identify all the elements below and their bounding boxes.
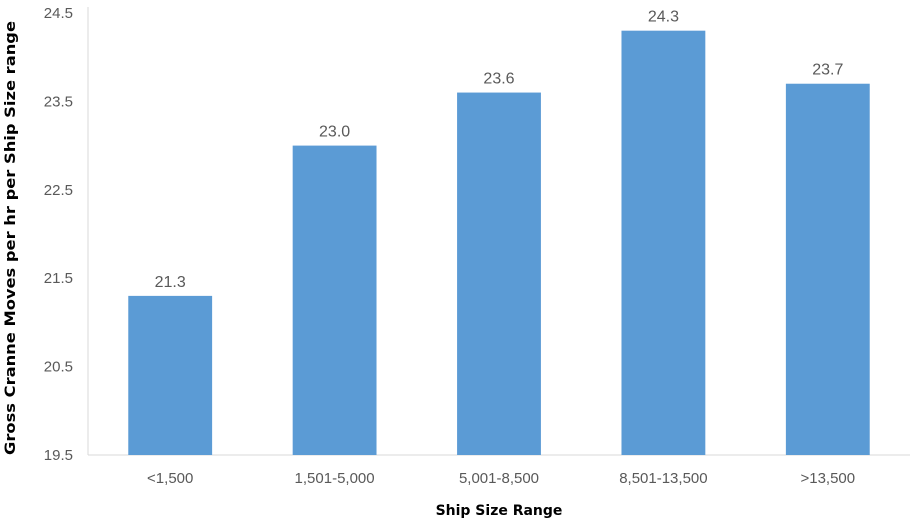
y-tick-label: 24.5 (44, 5, 73, 22)
bar (292, 145, 377, 455)
x-axis-title: Ship Size Range (436, 503, 563, 519)
y-tick-label: 23.5 (44, 93, 73, 110)
y-axis-ticks: 19.5 20.5 21.5 22.5 23.5 24.5 (44, 5, 73, 464)
bars: 21.3 23.0 23.6 24.3 23.7 (128, 9, 870, 456)
bar-value-label: 23.0 (319, 124, 350, 141)
bar (785, 83, 870, 455)
x-axis-ticks: <1,500 1,501-5,000 5,001-8,500 8,501-13,500… (147, 470, 855, 487)
x-tick-label: >13,500 (800, 470, 855, 487)
y-axis-title: Gross Cranne Moves per hr per Ship Size … (3, 21, 19, 455)
bar-value-label: 21.3 (155, 274, 186, 291)
y-tick-label: 19.5 (44, 447, 73, 464)
x-tick-label: 5,001-8,500 (459, 470, 539, 487)
bar-value-label: 23.6 (483, 71, 514, 88)
x-tick-label: <1,500 (147, 470, 193, 487)
x-tick-label: 8,501-13,500 (619, 470, 707, 487)
bar (457, 92, 541, 455)
y-tick-label: 20.5 (44, 359, 73, 376)
bar-value-label: 23.7 (812, 62, 843, 79)
bar (128, 295, 213, 455)
x-tick-label: 1,501-5,000 (295, 470, 375, 487)
bar (621, 30, 706, 456)
y-tick-label: 22.5 (44, 182, 73, 199)
bar-value-label: 24.3 (648, 9, 679, 26)
y-tick-label: 21.5 (44, 270, 73, 287)
